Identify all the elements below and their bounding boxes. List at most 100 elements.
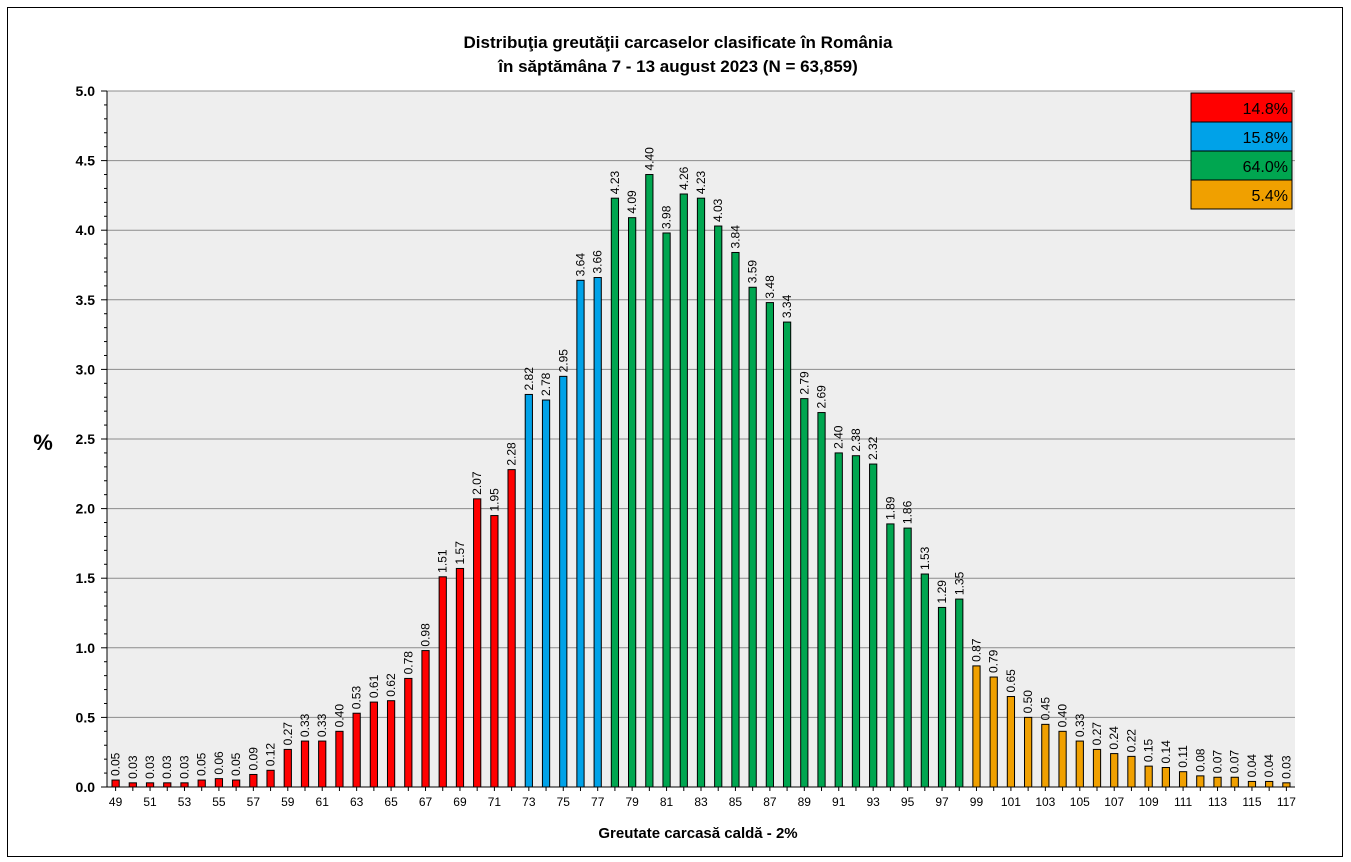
bar: [507, 469, 516, 788]
value-label: 1.89: [883, 496, 897, 520]
value-label: 0.87: [969, 638, 983, 662]
y-tick-label: 3.0: [76, 361, 96, 377]
x-tick-label: 87: [763, 795, 777, 809]
bar: [232, 779, 241, 788]
value-label: 0.04: [1262, 754, 1276, 778]
value-label: 0.98: [419, 623, 433, 647]
value-label: 2.78: [539, 372, 553, 396]
value-label: 1.57: [453, 541, 467, 565]
value-label: 0.03: [143, 755, 157, 779]
x-tick-label: 71: [488, 795, 502, 809]
value-label: 0.05: [195, 752, 209, 776]
value-label: 0.27: [281, 722, 295, 746]
bar: [1178, 771, 1188, 788]
x-tick-label: 73: [522, 795, 536, 809]
x-tick-label: 113: [1208, 795, 1227, 809]
x-tick-label: 51: [143, 795, 157, 809]
bar: [903, 527, 912, 788]
bar: [937, 606, 947, 788]
bar: [1058, 730, 1067, 788]
x-tick-label: 77: [591, 795, 605, 809]
bar: [1213, 776, 1222, 788]
value-label: 1.29: [935, 580, 949, 604]
x-tick-label: 83: [694, 795, 708, 809]
legend-swatch: [1190, 150, 1293, 181]
value-label: 1.35: [952, 571, 966, 595]
bar: [145, 782, 155, 788]
value-label: 3.66: [591, 250, 605, 274]
legend-swatch: [1190, 92, 1293, 123]
chart-title: Distribuţia greutăţii carcaselor clasifi…: [464, 33, 893, 52]
value-label: 0.45: [1038, 697, 1052, 721]
y-tick-label: 0.5: [76, 709, 96, 725]
y-tick-label: 1.0: [76, 640, 96, 656]
legend-label: 64.0%: [1243, 159, 1288, 176]
legend-swatch: [1190, 179, 1293, 210]
bar: [731, 251, 740, 788]
value-label: 0.03: [1279, 755, 1293, 779]
y-tick-label: 4.5: [76, 153, 96, 169]
bar: [920, 573, 929, 788]
chart-frame: Distribuţia greutăţii carcaselor clasifi…: [7, 7, 1343, 857]
value-label: 0.05: [229, 752, 243, 776]
y-tick-label: 3.5: [76, 292, 96, 308]
value-label: 4.26: [677, 166, 691, 190]
y-axis: 0.0 0.5 1.0 1.5 2.0 2.5 3.0 3.5 4.0 4.5 5.0: [76, 83, 108, 795]
x-tick-label: 61: [316, 795, 330, 809]
value-label: 3.64: [573, 253, 587, 277]
value-label: 1.86: [901, 500, 915, 524]
bar: [576, 279, 585, 788]
bar: [266, 769, 275, 788]
bar: [851, 455, 861, 788]
bar: [1092, 748, 1102, 788]
bar: [1024, 716, 1033, 788]
value-label: 2.40: [832, 425, 846, 449]
bar: [559, 375, 568, 788]
bar: [662, 232, 671, 788]
x-tick-label: 115: [1242, 795, 1261, 809]
bar: [335, 730, 344, 788]
bar: [404, 677, 413, 788]
value-label: 2.79: [797, 371, 811, 395]
bar: [473, 498, 482, 788]
value-label: 0.14: [1159, 740, 1173, 764]
x-tick-label: 63: [350, 795, 364, 809]
x-tick-label: 111: [1174, 795, 1193, 809]
y-tick-label: 2.0: [76, 501, 96, 517]
value-labels: 0.05 0.03 0.03 0.03 0.03 0.05 0.06 0.05 0.09 0.12…: [109, 147, 1294, 779]
value-label: 0.04: [1245, 754, 1259, 778]
x-tick-label: 97: [935, 795, 949, 809]
bar: [679, 193, 688, 788]
value-label: 0.03: [177, 755, 191, 779]
bar: [1006, 696, 1016, 788]
bar: [1265, 780, 1274, 788]
value-label: 0.79: [987, 649, 1001, 673]
x-tick-label: 117: [1277, 795, 1296, 809]
value-label: 3.48: [763, 275, 777, 299]
bar: [438, 576, 447, 788]
x-tick-label: 75: [557, 795, 571, 809]
value-label: 0.33: [315, 713, 329, 737]
x-tick-label: 57: [247, 795, 261, 809]
chart: Distribuţia greutăţii carcaselor clasifi…: [33, 33, 1296, 842]
value-label: 4.23: [608, 171, 622, 195]
value-label: 4.03: [711, 198, 725, 222]
value-label: 0.53: [350, 686, 364, 710]
x-tick-label: 107: [1104, 795, 1124, 809]
value-label: 0.09: [246, 747, 260, 771]
value-label: 0.27: [1090, 722, 1104, 746]
value-label: 1.51: [436, 549, 450, 573]
value-label: 4.23: [694, 171, 708, 195]
bar: [886, 523, 895, 788]
bar: [714, 225, 723, 788]
y-axis-label: %: [33, 430, 53, 455]
bar: [1144, 765, 1153, 788]
value-label: 3.84: [728, 225, 742, 249]
value-label: 0.06: [212, 751, 226, 775]
x-tick-label: 53: [178, 795, 192, 809]
bar: [524, 393, 533, 788]
bar: [163, 782, 172, 788]
value-label: 0.07: [1211, 750, 1225, 774]
x-tick-label: 49: [109, 795, 123, 809]
bar: [1041, 723, 1050, 788]
